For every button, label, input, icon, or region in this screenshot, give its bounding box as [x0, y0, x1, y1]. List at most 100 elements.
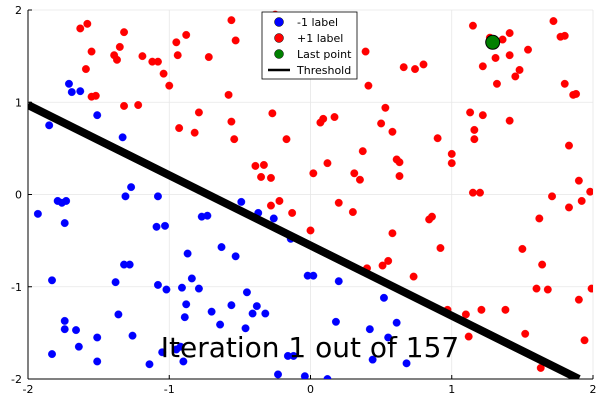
point-1-label: [158, 348, 167, 357]
point-1-label: [261, 309, 270, 318]
point-1-label: [165, 81, 174, 90]
point-1-label: [348, 208, 357, 216]
point-1-label: [364, 81, 373, 90]
point-1-label: [237, 197, 246, 206]
point-1-label: [120, 101, 128, 110]
point-1-label: [125, 260, 134, 269]
point-1-label: [138, 52, 147, 61]
point-1-label: [227, 16, 236, 25]
point-1-label: [111, 278, 120, 287]
point-1-label: [478, 62, 487, 71]
point-1-label: [511, 72, 520, 81]
point-1-label: [532, 284, 541, 293]
point-1-label: [128, 331, 137, 340]
legend-label-threshold: Threshold: [296, 64, 351, 77]
point-1-label: [187, 274, 196, 283]
point-1-label: [207, 307, 216, 316]
point-1-label: [288, 208, 297, 217]
point-1-label: [227, 301, 236, 310]
point-1-label: [535, 214, 544, 223]
point-1-label: [204, 53, 213, 61]
point-1-label: [268, 109, 277, 118]
point-1-label: [162, 285, 171, 294]
point-1-label: [231, 36, 240, 45]
point-1-label: [76, 87, 85, 96]
point-1-label: [580, 336, 589, 345]
point-1-label: [419, 60, 428, 69]
y-tick-label: 1: [15, 96, 22, 109]
point-1-label: [203, 211, 212, 220]
y-tick-label: -1: [11, 281, 22, 294]
point-1-label: [183, 249, 192, 258]
point-1-label: [384, 333, 393, 342]
point-1-label: [180, 313, 189, 322]
point-1-label: [574, 176, 583, 185]
point-1-label: [153, 57, 162, 66]
point-1-label: [572, 89, 580, 98]
point-1-label: [399, 63, 408, 72]
point-1-label: [172, 38, 181, 47]
y-tick-label: -2: [11, 373, 22, 386]
point-1-label: [433, 134, 442, 143]
point-1-label: [179, 357, 188, 366]
point-1-label: [330, 113, 339, 121]
point-1-label: [120, 28, 128, 37]
x-tick-label: 1: [448, 383, 455, 396]
point-1-label: [45, 121, 54, 130]
point-1-label: [334, 277, 343, 286]
data-marks: [28, 10, 593, 379]
point-1-label: [464, 332, 473, 341]
point-1-label: [380, 293, 388, 302]
point-1-label: [115, 42, 124, 51]
point-1-label: [491, 54, 500, 62]
point-1-label: [241, 324, 250, 333]
point-1-label: [395, 158, 404, 167]
point-1-label: [518, 244, 527, 253]
point-1-label: [521, 329, 530, 338]
legend-label-neg: -1 label: [297, 16, 338, 29]
point-1-label: [134, 101, 143, 109]
point-1-label: [118, 133, 127, 142]
point-1-label: [182, 30, 191, 39]
point-1-label: [269, 214, 278, 223]
point-1-label: [231, 252, 240, 261]
legend: -1 label +1 label Last point Threshold: [261, 11, 358, 80]
point-1-label: [381, 103, 390, 112]
point-1-label: [323, 375, 332, 379]
point-1-label: [274, 370, 282, 379]
point-1-label: [267, 173, 275, 182]
point-1-label: [60, 219, 69, 228]
legend-marker-last: [274, 49, 284, 59]
point-1-label: [515, 66, 524, 74]
point-1-label: [60, 316, 69, 325]
point-1-label: [242, 288, 251, 297]
threshold-line: [28, 101, 581, 379]
point-1-label: [447, 149, 456, 158]
point-1-label: [466, 108, 475, 117]
point-1-label: [190, 128, 199, 137]
point-1-label: [81, 65, 90, 73]
point-1-label: [549, 17, 558, 26]
point-1-label: [565, 141, 573, 150]
point-1-label: [505, 51, 514, 60]
point-1-label: [306, 226, 315, 235]
point-1-label: [48, 276, 56, 285]
point-1-label: [300, 372, 309, 379]
point-1-label: [93, 333, 102, 342]
point-1-label: [127, 183, 136, 192]
point-1-label: [83, 19, 92, 28]
plot-axes: [27, 9, 594, 380]
point-1-label: [72, 326, 80, 335]
point-1-label: [378, 261, 387, 270]
legend-marker-neg: [274, 17, 284, 27]
point-1-label: [447, 159, 456, 168]
point-1-label: [319, 114, 328, 123]
point-1-label: [60, 325, 69, 334]
point-1-label: [384, 256, 393, 265]
point-1-label: [524, 45, 532, 54]
point-1-label: [368, 355, 377, 364]
point-1-label: [216, 320, 225, 329]
point-1-label: [331, 317, 340, 326]
point-1-label: [411, 65, 419, 73]
point-1-label: [565, 203, 573, 212]
